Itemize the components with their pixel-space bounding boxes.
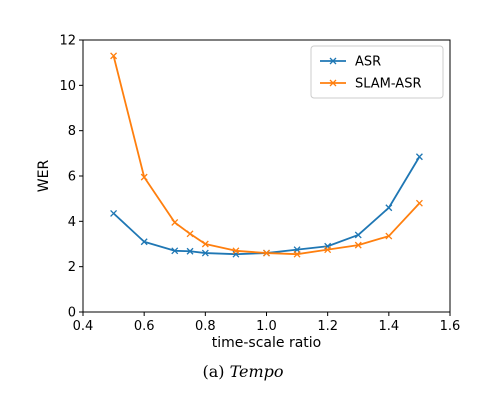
series-line [112, 55, 421, 256]
data-point [293, 250, 301, 258]
x-tick-label: 1.6 [440, 319, 461, 334]
legend-item: SLAM-ASR [320, 77, 422, 92]
caption-prefix: (a) [202, 362, 230, 381]
y-tick-label: 12 [59, 34, 76, 49]
y-tick-label: 4 [68, 215, 76, 230]
data-point [385, 232, 393, 240]
data-point [110, 209, 118, 217]
legend-item: ASR [320, 55, 381, 70]
y-tick-label: 6 [68, 170, 76, 185]
series-asr [110, 153, 423, 258]
x-axis-label: time-scale ratio [212, 335, 321, 351]
legend-marker [329, 79, 337, 87]
data-point [354, 241, 362, 249]
data-point [415, 199, 423, 207]
y-tick-label: 10 [59, 79, 76, 94]
legend-label: ASR [355, 55, 381, 70]
x-tick-label: 1.0 [256, 319, 277, 334]
data-point [171, 247, 179, 255]
wer-line-chart: 0 2 4 6 8 10 12 0.4 0.6 0.8 1.0 1.2 1.4 1.6 time-sca… [36, 34, 461, 352]
x-tick-label: 1.2 [317, 319, 338, 334]
figure-caption: (a) Tempo [0, 362, 486, 381]
data-point [186, 247, 194, 255]
data-point [263, 249, 270, 257]
series-slam-asr [110, 52, 423, 258]
x-axis-ticks: 0.4 0.6 0.8 1.0 1.2 1.4 1.6 [73, 312, 461, 334]
legend-marker [329, 57, 337, 65]
data-point [201, 249, 209, 257]
caption-emphasis: Tempo [229, 362, 284, 381]
data-point [186, 230, 194, 238]
legend: ASR SLAM-ASR [310, 45, 444, 99]
y-tick-label: 0 [68, 306, 76, 321]
data-point [324, 246, 332, 254]
y-tick-label: 2 [68, 260, 76, 275]
data-point [232, 247, 240, 255]
data-point [354, 231, 362, 239]
x-tick-label: 1.4 [378, 319, 399, 334]
data-point [110, 52, 118, 60]
x-tick-label: 0.8 [195, 319, 216, 334]
y-tick-label: 8 [68, 124, 76, 139]
series-line [112, 156, 421, 256]
data-point [415, 153, 423, 161]
x-tick-label: 0.4 [73, 319, 94, 334]
data-point [171, 219, 179, 226]
data-point [140, 173, 148, 181]
x-tick-label: 0.6 [134, 319, 155, 334]
data-point [201, 240, 209, 248]
y-axis-ticks: 0 2 4 6 8 10 12 [59, 34, 83, 321]
data-point [385, 204, 393, 212]
legend-label: SLAM-ASR [355, 77, 422, 92]
legend-box [310, 45, 444, 99]
y-axis-label: WER [36, 160, 52, 193]
data-point [140, 238, 148, 246]
series-group [110, 52, 423, 258]
